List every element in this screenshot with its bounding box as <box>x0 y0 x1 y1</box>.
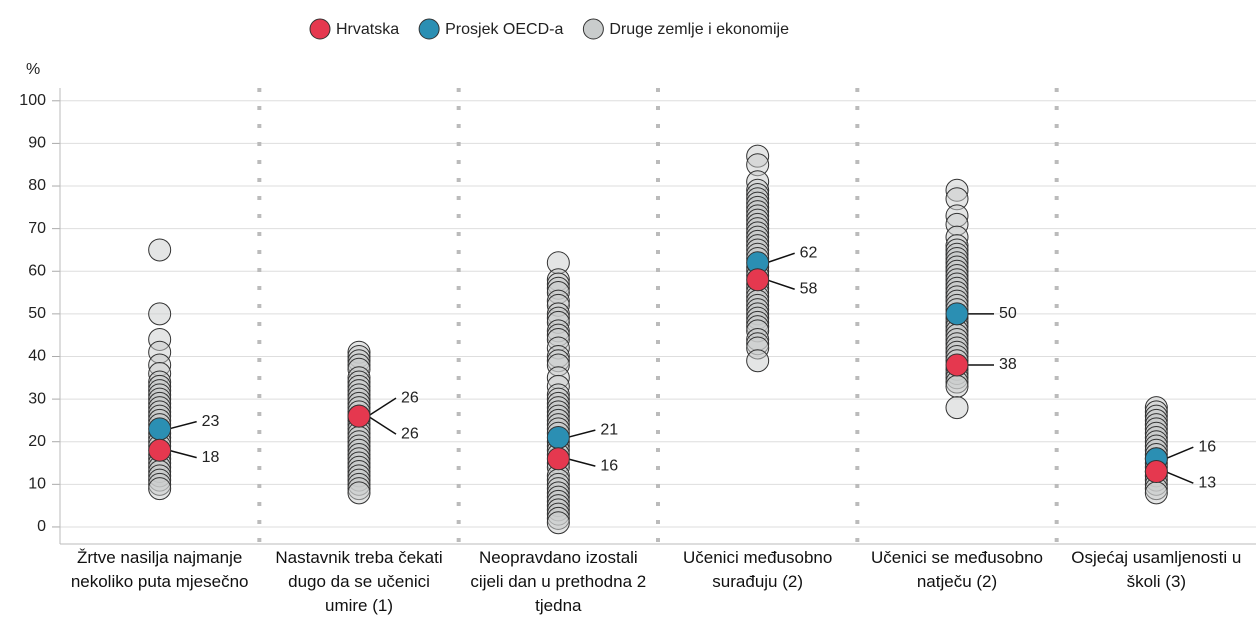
other-dot <box>347 481 371 505</box>
y-tick-label: 80 <box>28 177 46 194</box>
oecd-dot <box>148 417 172 441</box>
y-tick-label: 10 <box>28 476 46 493</box>
legend-label: Prosjek OECD-a <box>445 21 563 38</box>
croatia-dot <box>347 404 371 428</box>
data-label: 16 <box>600 457 618 474</box>
croatia-dot <box>746 268 770 292</box>
leader-line <box>367 397 397 417</box>
y-tick-label: 20 <box>28 433 46 450</box>
y-tick-label: 30 <box>28 390 46 407</box>
data-label: 23 <box>202 413 220 430</box>
other-dot <box>148 302 172 326</box>
x-tick-label: Neopravdano izostali cijeli dan u pretho… <box>470 548 647 615</box>
data-label: 50 <box>999 305 1017 322</box>
leader-line <box>367 415 397 435</box>
croatia-dot <box>1144 460 1168 484</box>
data-label: 13 <box>1198 474 1216 491</box>
oecd-dot <box>945 302 969 326</box>
data-label: 26 <box>401 389 419 406</box>
leader-line <box>168 420 197 430</box>
data-label: 62 <box>800 244 818 261</box>
data-label: 21 <box>600 421 618 438</box>
leader-line <box>567 458 596 467</box>
other-dot <box>1144 481 1168 505</box>
leader-line <box>1165 446 1194 460</box>
y-tick-label: 50 <box>28 305 46 322</box>
leader-line <box>766 252 795 264</box>
legend: Hrvatska Prosjek OECD-a Druge zemlje i eko… <box>309 18 789 40</box>
other-dot <box>746 349 770 373</box>
other-dot <box>546 511 570 535</box>
data-label: 18 <box>202 449 220 466</box>
x-tick-label: Žrtve nasilja najmanje nekoliko puta mje… <box>70 548 249 591</box>
x-tick-label: Osjećaj usamljenosti u školi (3) <box>1071 548 1242 591</box>
data-label: 38 <box>999 356 1017 373</box>
y-tick-label: 100 <box>19 92 46 109</box>
data-label: 26 <box>401 425 419 442</box>
y-tick-label: 0 <box>37 518 46 535</box>
leader-line <box>1165 470 1194 484</box>
other-dot <box>148 477 172 501</box>
other-dot <box>148 238 172 262</box>
croatia-dot <box>546 447 570 471</box>
legend-swatch <box>309 18 331 40</box>
data-label: 16 <box>1198 438 1216 455</box>
x-tick-label: Učenici se međusobno natječu (2) <box>871 548 1043 591</box>
oecd-dot <box>546 425 570 449</box>
leader-line <box>766 279 795 290</box>
legend-label: Hrvatska <box>336 21 399 38</box>
y-tick-label: 90 <box>28 135 46 152</box>
leader-line <box>168 449 197 459</box>
croatia-dot <box>148 438 172 462</box>
y-tick-label: 60 <box>28 262 46 279</box>
other-dot <box>945 374 969 398</box>
legend-swatch <box>418 18 440 40</box>
x-tick-label: Nastavnik treba čekati dugo da se učenic… <box>275 548 443 615</box>
other-dot <box>945 396 969 420</box>
legend-label: Druge zemlje i ekonomije <box>609 21 789 38</box>
data-label: 58 <box>800 280 818 297</box>
croatia-dot <box>945 353 969 377</box>
y-tick-label: 40 <box>28 348 46 365</box>
legend-swatch <box>582 18 604 40</box>
y-axis-label: % <box>26 61 40 78</box>
leader-line <box>567 429 596 439</box>
x-tick-label: Učenici međusobno surađuju (2) <box>683 548 833 591</box>
y-tick-label: 70 <box>28 220 46 237</box>
